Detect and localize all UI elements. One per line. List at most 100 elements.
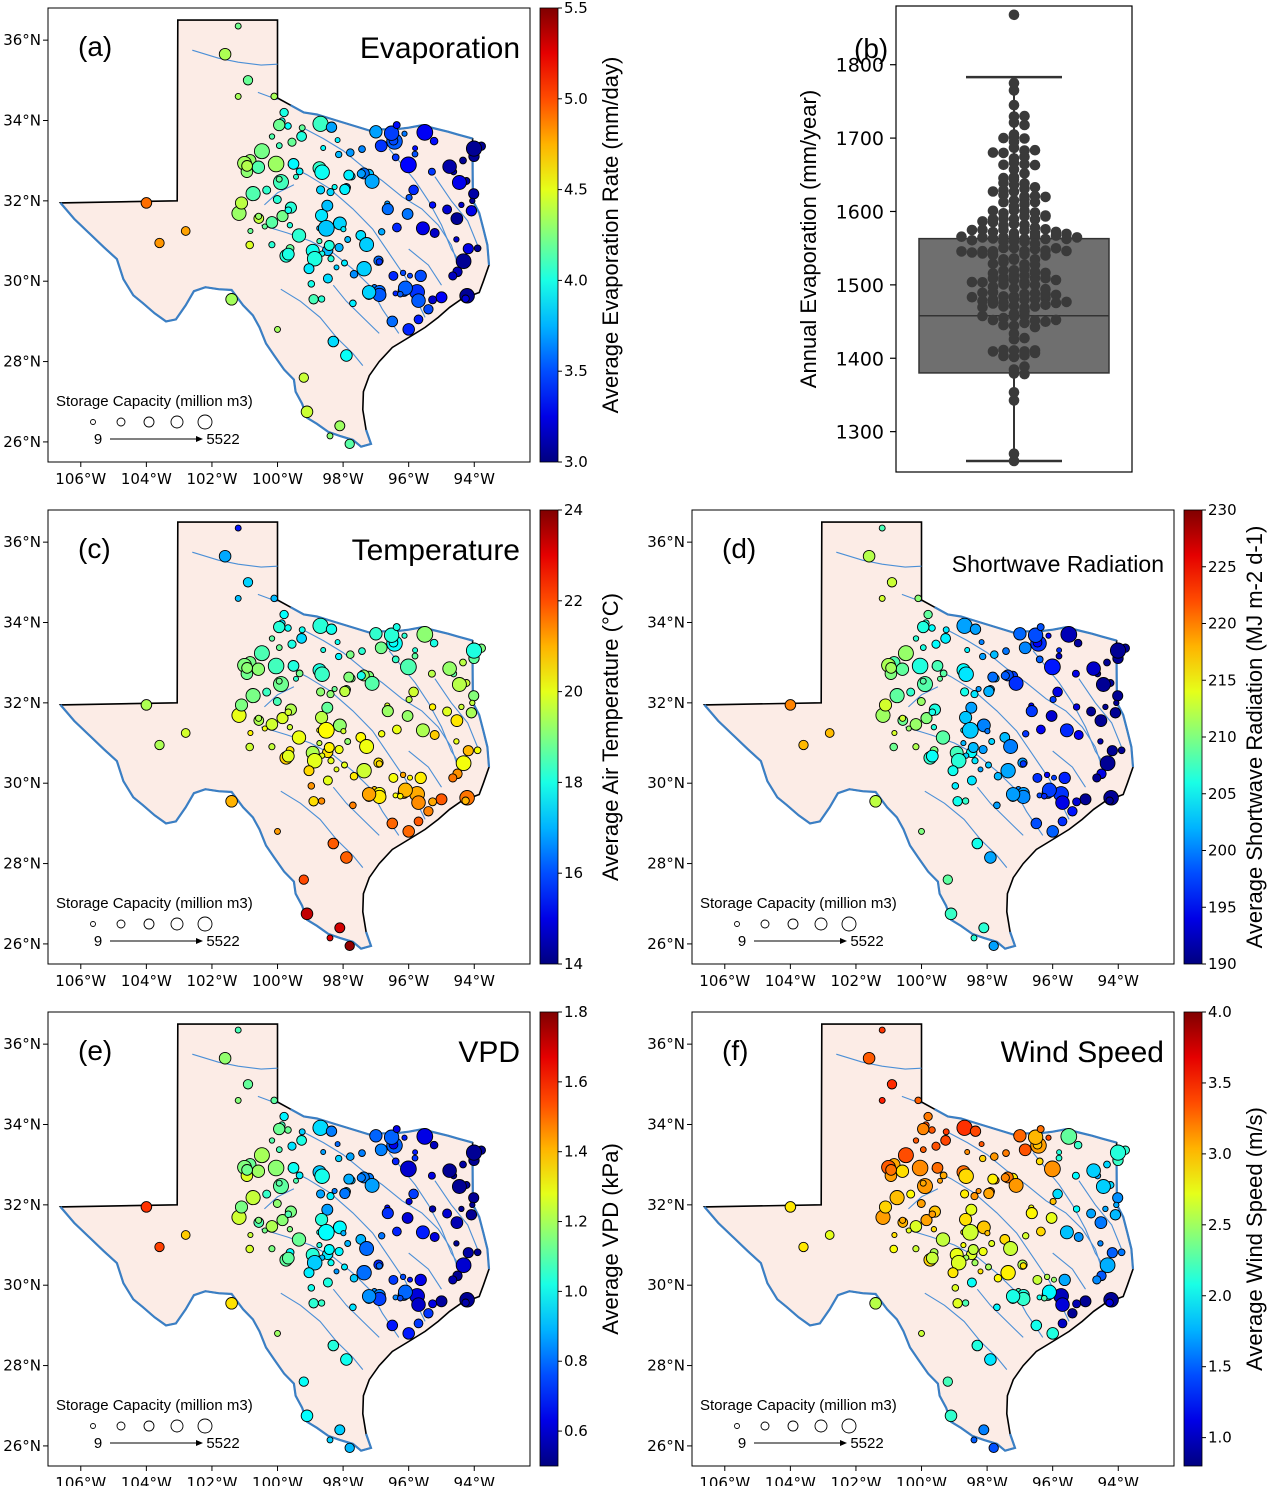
swarm-point — [1050, 274, 1062, 286]
reservoir-point — [295, 669, 304, 678]
reservoir-point — [983, 1187, 995, 1199]
reservoir-point — [307, 782, 316, 790]
reservoir-point — [234, 92, 242, 100]
outlier-point — [1008, 9, 1020, 21]
reservoir-point — [413, 314, 424, 325]
reservoir-point — [286, 222, 294, 229]
colorbar-tick-label: 0.6 — [564, 1422, 588, 1440]
legend-min-label: 9 — [94, 933, 102, 950]
x-tick-label: 100°W — [896, 1474, 947, 1486]
reservoir-point — [340, 349, 353, 362]
reservoir-point — [960, 687, 970, 697]
legend-size-circle — [841, 1418, 857, 1434]
swarm-point — [987, 205, 999, 217]
y-tick-label: 32°N — [647, 1196, 685, 1214]
x-tick-label: 104°W — [121, 470, 172, 488]
reservoir-point — [428, 703, 437, 711]
swarm-point — [1040, 250, 1051, 261]
x-tick-label: 106°W — [55, 470, 106, 488]
reservoir-point — [1046, 1327, 1059, 1340]
swarm-point — [998, 344, 1009, 356]
reservoir-point — [346, 148, 355, 157]
reservoir-point — [897, 645, 914, 662]
reservoir-point — [944, 1409, 958, 1423]
reservoir-point — [952, 796, 963, 807]
y-tick-label: 36°N — [3, 533, 41, 551]
y-tick-label: 34°N — [3, 111, 41, 129]
swarm-point — [1019, 199, 1030, 210]
swarm-point — [977, 301, 988, 313]
reservoir-point — [267, 155, 285, 173]
reservoir-point — [1072, 1205, 1081, 1213]
reservoir-point — [1092, 773, 1102, 783]
reservoir-point — [270, 92, 278, 101]
swarm-point — [1040, 233, 1051, 245]
reservoir-point — [287, 1141, 297, 1151]
reservoir-point — [218, 549, 232, 563]
reservoir-point — [344, 1240, 352, 1247]
reservoir-point — [1052, 1188, 1063, 1200]
reservoir-point — [930, 724, 938, 731]
reservoir-point — [340, 1230, 347, 1237]
reservoir-point — [334, 1141, 341, 1148]
reservoir-point — [944, 907, 958, 921]
reservoir-point — [878, 698, 893, 712]
colorbar — [1183, 1011, 1203, 1467]
swarm-point — [1008, 308, 1020, 320]
reservoir-point — [405, 695, 413, 704]
reservoir-point — [988, 940, 999, 952]
reservoir-point — [308, 796, 319, 807]
reservoir-point — [977, 766, 984, 773]
reservoir-point — [402, 1327, 415, 1340]
reservoir-point — [275, 644, 283, 651]
reservoir-point — [978, 639, 985, 646]
swarm-point — [1008, 320, 1020, 332]
reservoir-point — [1027, 1129, 1044, 1145]
reservoir-point — [983, 685, 995, 697]
reservoir-point — [1027, 627, 1044, 643]
reservoir-point — [465, 140, 483, 157]
reservoir-point — [303, 1267, 315, 1279]
reservoir-point — [1035, 655, 1044, 664]
reservoir-point — [268, 743, 276, 751]
y-tick-label: 36°N — [3, 1035, 41, 1053]
reservoir-point — [885, 1164, 897, 1176]
swarm-point — [1029, 182, 1041, 193]
reservoir-point — [993, 1303, 1001, 1312]
reservoir-point — [241, 160, 253, 172]
swarm-point — [966, 247, 978, 258]
reservoir-point — [392, 121, 401, 130]
river-line — [434, 176, 479, 246]
reservoir-point — [414, 269, 427, 283]
reservoir-point — [1025, 705, 1038, 718]
reservoir-point — [442, 204, 453, 215]
river-line — [332, 284, 380, 334]
reservoir-point — [369, 125, 383, 139]
reservoir-point — [374, 139, 388, 153]
swarm-point — [1019, 178, 1030, 189]
reservoir-point — [1043, 1273, 1051, 1281]
reservoir-point — [1099, 755, 1116, 772]
reservoir-point — [242, 75, 254, 86]
y-tick-label: 1400 — [836, 348, 884, 370]
reservoir-point — [1073, 1140, 1083, 1150]
reservoir-point — [1095, 1179, 1111, 1194]
reservoir-point — [296, 1135, 307, 1146]
y-axis-label: Annual Evaporation (mm/year) — [796, 90, 821, 388]
reservoir-point — [993, 801, 1001, 810]
reservoir-point — [798, 1241, 809, 1253]
map-title: Temperature — [352, 534, 520, 567]
reservoir-point — [1056, 1149, 1063, 1156]
reservoir-point — [274, 1329, 281, 1337]
x-tick-label: 94°W — [1098, 1474, 1140, 1486]
reservoir-point — [335, 1154, 343, 1163]
reservoir-point — [956, 617, 973, 634]
swarm-point — [1019, 279, 1030, 290]
reservoir-point — [284, 624, 292, 632]
reservoir-point — [784, 699, 797, 711]
colorbar-tick-label: 3.0 — [1208, 1145, 1232, 1163]
reservoir-point — [306, 752, 323, 769]
reservoir-point — [1102, 1205, 1109, 1213]
reservoir-point — [276, 712, 289, 725]
reservoir-point — [451, 1179, 467, 1194]
